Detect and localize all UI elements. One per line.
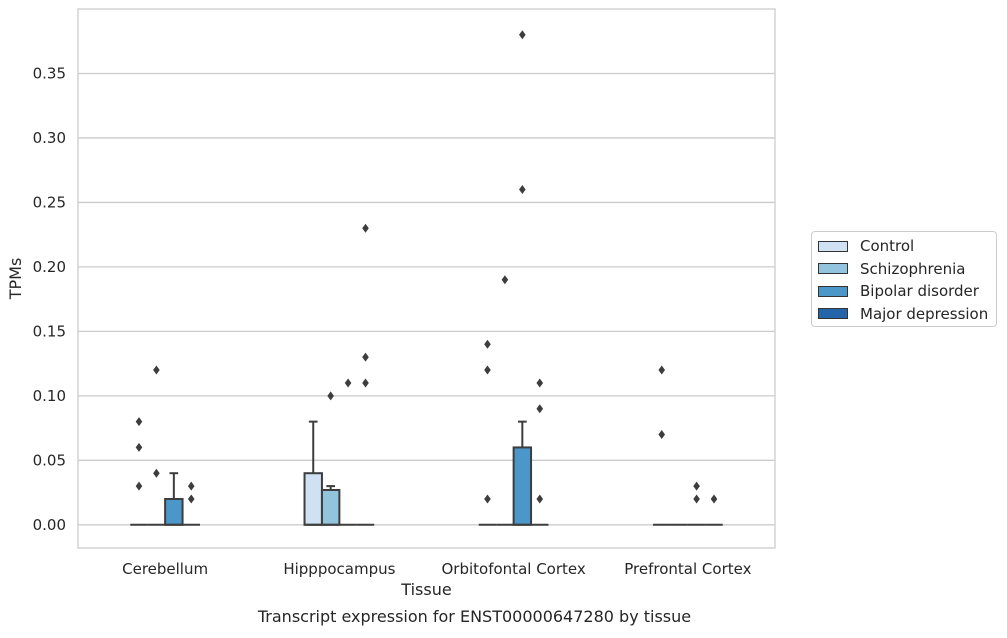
legend-swatch bbox=[818, 263, 848, 275]
x-tick-labels: Cerebellum Hipppocampus Orbitofontal Corte… bbox=[122, 560, 751, 578]
x-tick-label: Cerebellum bbox=[122, 560, 208, 578]
outlier-point bbox=[153, 468, 160, 478]
box-body bbox=[320, 488, 341, 526]
outlier-point bbox=[536, 494, 544, 504]
boxes-layer bbox=[130, 420, 723, 526]
y-tick-label: 0.00 bbox=[33, 516, 66, 534]
outlier-point bbox=[135, 442, 143, 452]
x-tick-label: Orbitofontal Cortex bbox=[442, 560, 586, 578]
outlier-point bbox=[693, 481, 700, 491]
legend-label: Control bbox=[860, 237, 915, 256]
outlier-point bbox=[658, 365, 666, 375]
x-axis-label: Tissue bbox=[400, 580, 451, 599]
outlier-point bbox=[536, 378, 544, 388]
box-2-2 bbox=[512, 420, 533, 526]
outlier-point bbox=[187, 481, 195, 491]
y-axis-label: TPMs bbox=[6, 258, 25, 301]
outlier-point bbox=[187, 494, 195, 504]
outlier-point bbox=[362, 352, 369, 362]
y-tick-label: 0.25 bbox=[33, 193, 66, 211]
box-0-1 bbox=[303, 420, 323, 526]
legend-item: Bipolar disorder bbox=[818, 280, 996, 303]
y-tick-labels: 0.00 0.05 0.10 0.15 0.20 0.25 0.30 0.35 bbox=[33, 64, 66, 533]
box-1-1 bbox=[320, 485, 341, 526]
grid-layer bbox=[78, 72, 775, 526]
outlier-point bbox=[344, 378, 352, 388]
chart-title: Transcript expression for ENST0000064728… bbox=[257, 607, 691, 626]
legend-swatch bbox=[818, 285, 848, 297]
legend-swatch bbox=[818, 240, 848, 252]
outlier-point bbox=[519, 185, 526, 195]
box-body bbox=[164, 498, 184, 526]
outlier-point bbox=[501, 275, 509, 285]
y-tick-label: 0.05 bbox=[33, 451, 66, 469]
legend-item: Major depression bbox=[818, 303, 996, 326]
legend: Control Schizophrenia Bipolar disorder Majo… bbox=[811, 231, 997, 327]
outlier-point bbox=[362, 378, 369, 388]
outlier-point bbox=[484, 494, 491, 504]
outlier-point bbox=[362, 223, 369, 233]
plot-frame bbox=[77, 8, 776, 549]
outlier-point bbox=[693, 494, 700, 504]
outliers-layer bbox=[135, 30, 718, 504]
outlier-point bbox=[519, 30, 526, 40]
y-tick-label: 0.20 bbox=[33, 258, 66, 276]
legend-label: Major depression bbox=[860, 304, 989, 323]
legend-item: Control bbox=[818, 235, 996, 258]
outlier-point bbox=[484, 365, 491, 375]
outlier-point bbox=[710, 494, 718, 504]
legend-label: Schizophrenia bbox=[860, 259, 966, 278]
legend-item: Schizophrenia bbox=[818, 258, 996, 281]
outlier-point bbox=[658, 430, 666, 440]
outlier-point bbox=[327, 391, 334, 401]
y-tick-label: 0.15 bbox=[33, 322, 66, 340]
x-tick-label: Prefrontal Cortex bbox=[624, 560, 751, 578]
outlier-point bbox=[484, 339, 491, 349]
box-body bbox=[303, 472, 323, 526]
box-2-0 bbox=[164, 472, 184, 526]
y-tick-label: 0.35 bbox=[33, 64, 66, 82]
legend-swatch bbox=[818, 308, 848, 320]
outlier-point bbox=[153, 365, 160, 375]
outlier-point bbox=[536, 404, 544, 414]
box-body bbox=[512, 446, 533, 526]
outlier-point bbox=[135, 481, 143, 491]
outlier-point bbox=[135, 417, 143, 427]
y-tick-label: 0.10 bbox=[33, 387, 66, 405]
x-tick-label: Hipppocampus bbox=[283, 560, 395, 578]
y-tick-label: 0.30 bbox=[33, 129, 66, 147]
legend-label: Bipolar disorder bbox=[860, 282, 979, 301]
